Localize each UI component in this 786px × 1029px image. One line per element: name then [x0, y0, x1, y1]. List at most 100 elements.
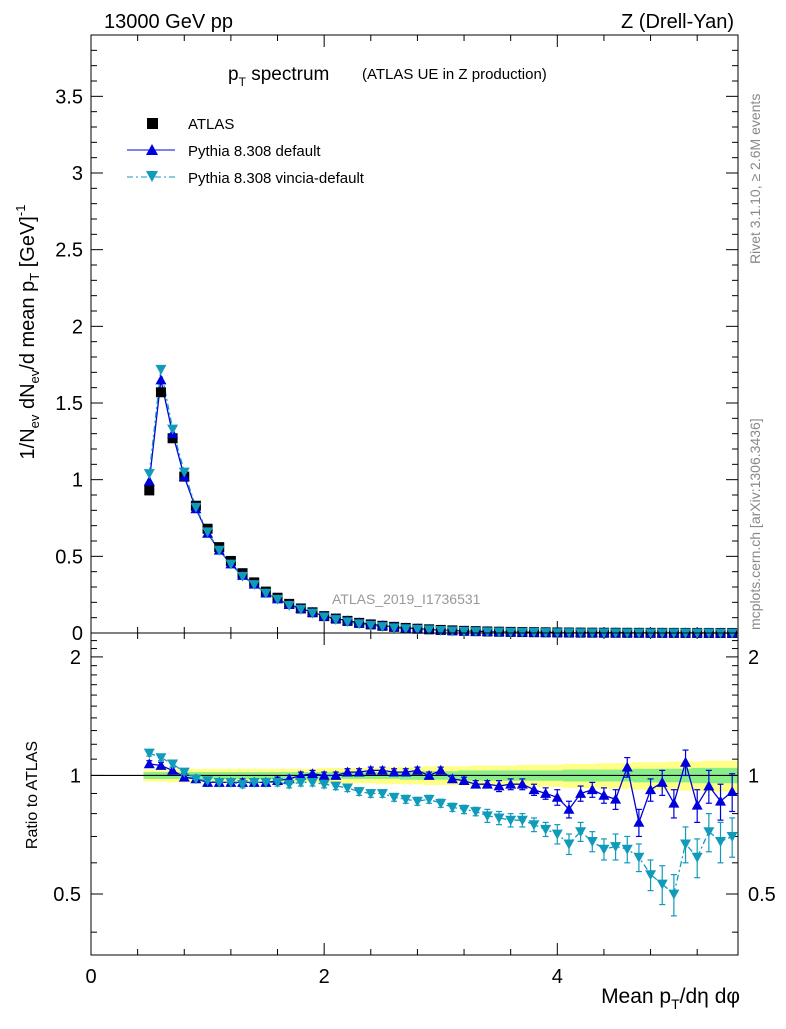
ratio-vincia-point: [645, 870, 657, 881]
default-data-point: [155, 374, 167, 385]
vincia-data-point: [260, 588, 272, 599]
ratio-vincia-point: [505, 815, 517, 826]
vincia-data-point: [306, 608, 318, 619]
analysis-watermark: ATLAS_2019_I1736531: [332, 591, 481, 607]
ratio-default-point: [691, 799, 703, 810]
ratio-vincia-point: [598, 844, 610, 855]
vincia-data-point: [470, 627, 482, 638]
ratio-y-axis-label: Ratio to ATLAS: [24, 741, 41, 849]
ratio-default-point: [423, 769, 435, 780]
legend-vincia-triangle-down-icon: [146, 171, 158, 182]
y-tick-label: 3: [72, 163, 83, 185]
ratio-default-point: [575, 787, 587, 798]
ratio-default-point: [388, 766, 400, 777]
ratio-vincia-point: [306, 778, 318, 788]
vincia-data-point: [388, 623, 400, 634]
vincia-data-point: [213, 545, 225, 556]
vincia-data-point: [341, 617, 353, 628]
ratio-default-point: [516, 778, 528, 789]
ratio-vincia-point: [516, 815, 528, 826]
ratio-vincia-point: [318, 779, 330, 790]
ratio-vincia-point: [248, 778, 260, 788]
vincia-data-point: [237, 571, 249, 582]
ratio-vincia-point: [411, 796, 423, 807]
x-axis-label: Mean pT/dη dφ: [601, 985, 740, 1012]
vincia-data-point: [481, 627, 493, 638]
ratio-vincia-point: [551, 829, 563, 840]
ratio-default-point: [563, 803, 575, 814]
vincia-data-point: [353, 619, 365, 630]
x-tick-label: 4: [552, 966, 563, 988]
ratio-vincia-point: [143, 748, 155, 759]
ratio-default-point: [365, 764, 377, 775]
ratio-vincia-point: [202, 776, 214, 787]
ratio-vincia-point: [540, 824, 552, 835]
vincia-data-point: [248, 580, 260, 591]
ratio-default-point: [306, 768, 318, 779]
y-tick-label: 3.5: [55, 86, 83, 108]
vincia-data-point: [411, 624, 423, 635]
ratio-default-point: [505, 778, 517, 789]
vincia-data-point: [365, 620, 377, 631]
x-tick-label: 2: [319, 966, 330, 988]
y-tick-label: 1: [72, 470, 83, 492]
vincia-data-point: [726, 628, 738, 639]
vincia-data-point: [155, 364, 167, 375]
ratio-vincia-point: [237, 779, 249, 790]
ratio-default-point: [726, 786, 738, 796]
ratio-vincia-point: [680, 839, 692, 850]
ratio-default-point: [411, 764, 423, 775]
ratio-default-point: [435, 764, 447, 775]
ratio-default-point: [551, 791, 563, 802]
ratio-vincia-point: [365, 789, 377, 799]
ratio-vincia-point: [330, 781, 342, 792]
vincia-data-point: [691, 628, 703, 639]
ratio-vincia-point: [155, 753, 167, 764]
ratio-vincia-point: [283, 779, 295, 790]
ratio-vincia-point: [400, 794, 412, 805]
default-data-point: [143, 475, 155, 486]
legend-default-triangle-up-icon: [146, 144, 158, 155]
ratio-vincia-point: [295, 778, 307, 788]
ratio-vincia-point: [528, 820, 540, 831]
ratio-default-point: [540, 787, 552, 798]
ratio-default-point: [446, 773, 458, 784]
ratio-y-tick-label-right: 2: [748, 647, 759, 669]
ratio-vincia-point: [633, 852, 645, 863]
y-tick-label: 2: [72, 316, 83, 338]
y-tick-label: 0.5: [55, 546, 83, 568]
vincia-data-point: [225, 559, 237, 570]
ratio-vincia-point: [493, 813, 505, 824]
ratio-vincia-point: [446, 802, 458, 813]
lower-axis-ticks: 0.5 1 2 0.5 1 2 0 2 4: [53, 633, 776, 988]
lower-panel: [91, 760, 738, 792]
ratio-default-point: [703, 780, 715, 791]
ratio-default-point: [621, 761, 633, 772]
ratio-default-point: [610, 793, 622, 804]
legend: ATLAS Pythia 8.308 default Pythia 8.308 …: [127, 116, 365, 187]
legend-default-label: Pythia 8.308 default: [188, 143, 321, 160]
ratio-vincia-point: [167, 759, 179, 770]
ratio-vincia-point: [726, 832, 738, 842]
ratio-vincia-point: [610, 842, 622, 853]
header-energy: 13000 GeV pp: [104, 11, 233, 33]
ratio-vincia-point: [388, 792, 400, 803]
ratio-vincia-point: [691, 852, 703, 863]
ratio-default-point: [470, 778, 482, 789]
ratio-vincia-point: [213, 778, 225, 788]
ratio-default-point: [458, 775, 470, 786]
legend-atlas-label: ATLAS: [188, 116, 234, 133]
svg-text:1/Nev dNev/d mean pT [GeV]-1: 1/Nev dNev/d mean pT [GeV]-1: [13, 205, 42, 460]
ratio-vincia-point: [376, 789, 388, 799]
vincia-data-point: [202, 527, 214, 538]
ratio-vincia-point: [272, 778, 284, 788]
ratio-vincia-point: [621, 844, 633, 855]
ratio-vincia-point: [703, 827, 715, 838]
ratio-vincia-point: [575, 827, 587, 838]
ratio-vincia-point: [423, 794, 435, 805]
vincia-data-point: [283, 601, 295, 611]
ratio-default-point: [680, 756, 692, 767]
rivet-label: Rivet 3.1.10, ≥ 2.6M events: [747, 94, 763, 264]
legend-entry-atlas: ATLAS: [147, 116, 234, 133]
